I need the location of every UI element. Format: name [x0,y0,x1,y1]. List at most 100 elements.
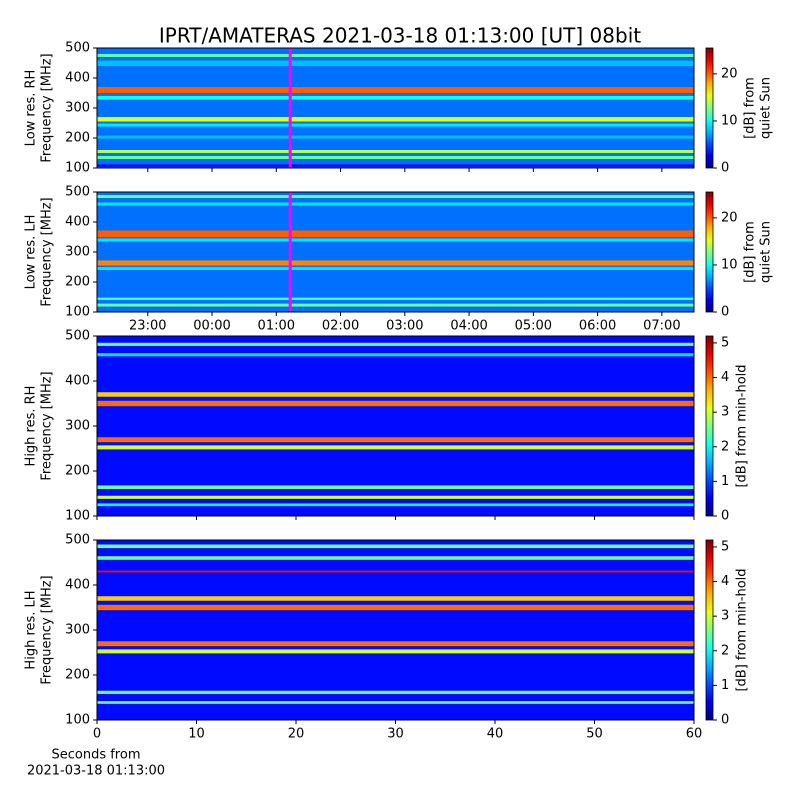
x-tick-label: 04:00 [450,319,487,334]
heatmap-band [97,260,694,266]
heatmap-band [97,641,694,647]
colorbar-label: [dB] from [743,221,758,283]
heatmap-band [97,495,694,499]
y-tick-label: 200 [65,131,90,146]
x-tick-label: 05:00 [515,319,552,334]
x-tick-label: 60 [686,727,703,742]
colorbar-tick-label: 1 [721,678,729,693]
heatmap-band [97,544,694,549]
y-tick-label: 500 [65,329,90,344]
x-tick-label: 50 [586,727,603,742]
y-axis-label: Frequency [MHz] [40,197,55,306]
colorbar-tick-label: 2 [721,439,729,454]
heatmap-band [97,96,694,100]
x-tick-label: 0 [93,727,101,742]
heatmap-band [97,230,694,237]
figure-title: IPRT/AMATERAS 2021-03-18 01:13:00 [UT] 0… [159,24,641,48]
heatmap-band [97,437,694,443]
heatmap-band [97,445,694,450]
colorbar-tick-label: 3 [721,609,729,624]
heatmap-band [97,690,694,694]
heatmap-band [97,238,694,242]
colorbar-tick-label: 20 [721,210,738,225]
heatmap-band [97,87,694,93]
colorbar-tick-label: 0 [721,713,729,728]
colorbar-tick-label: 20 [721,66,738,81]
x-tick-label: 06:00 [579,319,616,334]
y-tick-label: 500 [65,41,90,56]
colorbar-tick-label: 4 [721,370,729,385]
heatmap-band [97,342,694,346]
colorbar-tick-label: 0 [721,509,729,524]
colorbar-tick-label: 5 [721,335,729,350]
colorbar [705,539,714,721]
heatmap-band [97,267,694,270]
colorbar [705,335,714,517]
heatmap-band [97,596,694,601]
x-tick-label: 01:00 [258,319,295,334]
colorbar [705,47,714,169]
y-axis-label: High res. LH [24,590,39,669]
y-tick-label: 400 [65,215,90,230]
colorbar-tick-label: 0 [721,305,729,320]
colorbar-tick-label: 0 [721,161,729,176]
colorbar-tick-label: 10 [721,113,738,128]
y-tick-label: 200 [65,668,90,683]
x-axis-label: 2021-03-18 01:13:00 [27,764,165,779]
heatmap-band [97,556,694,560]
colorbar [705,191,714,313]
y-tick-label: 100 [65,161,90,176]
colorbar-label: [dB] from min-hold [735,568,750,691]
y-axis-label: Frequency [MHz] [40,53,55,162]
y-tick-label: 300 [65,419,90,434]
y-axis-label: Low res. RH [24,70,39,147]
x-tick-label: 02:00 [322,319,359,334]
heatmap-band [97,303,694,307]
heatmap-band [97,164,694,167]
y-tick-label: 400 [65,578,90,593]
y-tick-label: 200 [65,464,90,479]
heatmap-band [97,400,694,407]
colorbar-label: [dB] from [743,77,758,139]
heatmap-band [97,123,694,127]
heatmap-band [97,150,694,153]
colorbar-tick-label: 5 [721,539,729,554]
y-tick-label: 100 [65,509,90,524]
y-axis-label: Low res. LH [24,215,39,290]
y-tick-label: 300 [65,245,90,260]
y-tick-label: 500 [65,533,90,548]
colorbar-tick-label: 1 [721,474,729,489]
heatmap-background [97,540,694,720]
colorbar-tick-label: 4 [721,574,729,589]
colorbar-tick-label: 3 [721,405,729,420]
colorbar-tick-label: 10 [721,257,738,272]
colorbar-label: quiet Sun [759,221,774,283]
heatmap-band [97,353,694,357]
heatmap-band [97,570,694,573]
colorbar-label: [dB] from min-hold [735,364,750,487]
heatmap-band [97,60,694,66]
y-axis-label: Frequency [MHz] [40,371,55,480]
heatmap-band [97,604,694,611]
heatmap-band [97,117,694,122]
heatmap-band [97,195,694,198]
colorbar-label: quiet Sun [759,77,774,139]
heatmap-band [97,485,694,489]
heatmap-band [97,503,694,507]
y-tick-label: 400 [65,71,90,86]
y-tick-label: 500 [65,185,90,200]
y-tick-label: 400 [65,374,90,389]
x-tick-label: 30 [387,727,404,742]
y-tick-label: 200 [65,275,90,290]
y-axis-label: Frequency [MHz] [40,575,55,684]
x-tick-label: 00:00 [193,319,230,334]
heatmap-band [97,202,694,206]
y-tick-label: 300 [65,623,90,638]
x-tick-label: 40 [487,727,504,742]
heatmap-band [97,649,694,654]
y-tick-label: 100 [65,713,90,728]
y-tick-label: 100 [65,305,90,320]
heatmap-background [97,48,694,168]
heatmap-band [97,701,694,704]
y-tick-label: 300 [65,101,90,116]
